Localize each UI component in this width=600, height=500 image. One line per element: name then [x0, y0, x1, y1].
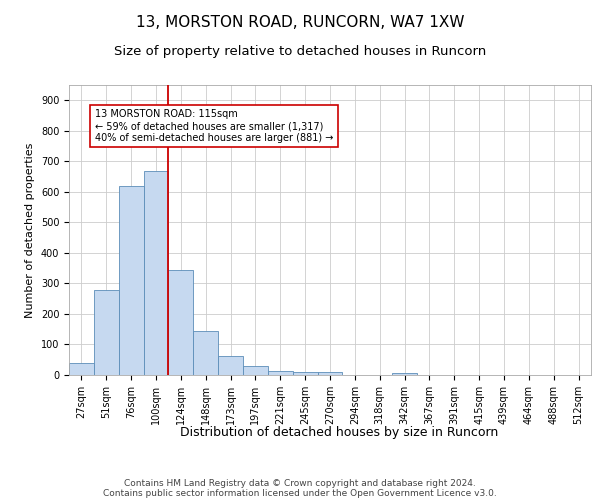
Bar	[169, 270, 193, 375]
Bar	[69, 363, 94, 375]
Text: 13, MORSTON ROAD, RUNCORN, WA7 1XW: 13, MORSTON ROAD, RUNCORN, WA7 1XW	[136, 15, 464, 30]
Y-axis label: Number of detached properties: Number of detached properties	[25, 142, 35, 318]
Bar	[119, 186, 143, 375]
Bar	[143, 172, 169, 375]
Bar	[94, 290, 119, 375]
Text: 13 MORSTON ROAD: 115sqm
← 59% of detached houses are smaller (1,317)
40% of semi: 13 MORSTON ROAD: 115sqm ← 59% of detache…	[95, 110, 334, 142]
Text: Contains HM Land Registry data © Crown copyright and database right 2024.: Contains HM Land Registry data © Crown c…	[124, 478, 476, 488]
Bar	[293, 372, 317, 375]
Bar	[243, 366, 268, 375]
Bar	[392, 372, 417, 375]
Bar	[218, 356, 243, 375]
Text: Distribution of detached houses by size in Runcorn: Distribution of detached houses by size …	[180, 426, 498, 439]
Bar	[193, 330, 218, 375]
Text: Size of property relative to detached houses in Runcorn: Size of property relative to detached ho…	[114, 45, 486, 58]
Text: Contains public sector information licensed under the Open Government Licence v3: Contains public sector information licen…	[103, 488, 497, 498]
Bar	[268, 371, 293, 375]
Bar	[317, 372, 343, 375]
